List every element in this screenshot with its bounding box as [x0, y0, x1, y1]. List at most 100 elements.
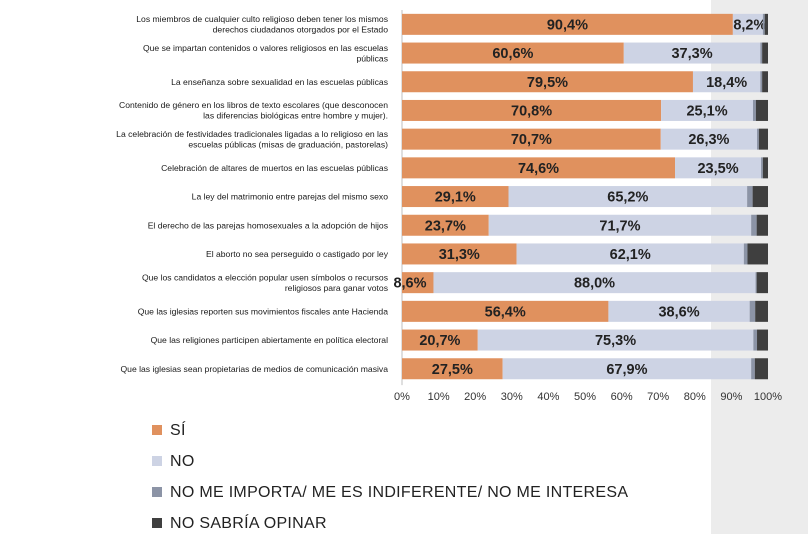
x-tick-label: 60% [611, 391, 633, 403]
bar-segment-no [608, 300, 750, 322]
category-label: La enseñanza sobre sexualidad en las esc… [171, 77, 388, 87]
legend-item-no: NO [152, 446, 712, 477]
bar-segment-no-sabria [762, 42, 768, 64]
bar-segment-si [402, 99, 662, 121]
bar-segment-indiferente [762, 13, 765, 35]
data-label-no: 38,6% [658, 304, 699, 320]
bar-segment-no-sabria [755, 300, 768, 322]
legend-swatch-indiferente [152, 487, 162, 497]
x-tick-label: 30% [501, 391, 523, 403]
bar-segment-no-sabria [762, 157, 768, 179]
bar-segment-no-sabria [756, 272, 768, 294]
bar-segment-indiferente [747, 186, 753, 208]
category-label: Los miembros de cualquier culto religios… [136, 14, 388, 34]
bar-segment-si [402, 329, 478, 351]
bar-segment-no-sabria [757, 329, 768, 351]
legend-label-si: SÍ [170, 422, 186, 439]
bar-segment-no [660, 128, 758, 150]
category-label: El aborto no sea perseguido o castigado … [206, 249, 389, 259]
bar-segment-si [402, 243, 517, 265]
bar-segment-no [661, 99, 753, 121]
category-label: El derecho de las parejas homosexuales a… [148, 220, 388, 230]
legend-item-indiferente: NO ME IMPORTA/ ME ES INDIFERENTE/ NO ME … [152, 477, 712, 508]
bar-segment-no [692, 71, 761, 93]
category-label: La ley del matrimonio entre parejas del … [192, 192, 389, 202]
bar-segment-no [477, 329, 754, 351]
bar-segment-si [402, 42, 624, 64]
data-label-si: 29,1% [435, 190, 476, 206]
data-label-si: 8,6% [393, 276, 426, 292]
bar-segment-si [402, 71, 693, 93]
legend-swatch-no [152, 456, 162, 466]
data-label-no: 26,3% [688, 132, 729, 148]
bar-segment-no-sabria [756, 214, 768, 236]
bar-segment-indiferente [757, 128, 759, 150]
data-label-no: 62,1% [610, 247, 651, 263]
bar-segment-no [623, 42, 761, 64]
bar-segment-si [402, 300, 609, 322]
data-label-si: 56,4% [485, 304, 526, 320]
bar-segment-no-sabria [758, 128, 768, 150]
legend: SÍ NO NO ME IMPORTA/ ME ES INDIFERENTE/ … [152, 415, 712, 539]
data-label-si: 74,6% [518, 161, 559, 177]
legend-item-si: SÍ [152, 415, 712, 446]
category-label: La celebración de festividades tradicion… [116, 129, 388, 150]
bar-segment-indiferente [755, 272, 757, 294]
data-label-si: 20,7% [419, 333, 460, 349]
bar-segment-si [402, 157, 676, 179]
bar-segment-no [516, 243, 744, 265]
x-tick-label: 40% [537, 391, 559, 403]
data-label-no: 23,5% [697, 161, 738, 177]
category-label: Que las religiones participen abiertamen… [151, 335, 389, 345]
bar-segment-no-sabria [762, 71, 768, 93]
bar-segment-indiferente [761, 157, 763, 179]
data-label-si: 27,5% [432, 362, 473, 378]
bar-segment-no-sabria [754, 358, 768, 380]
data-label-si: 23,7% [425, 218, 466, 234]
data-label-si: 60,6% [492, 46, 533, 62]
x-tick-label: 90% [720, 391, 742, 403]
category-label: Celebración de altares de muertos en las… [161, 163, 388, 173]
data-label-no: 71,7% [599, 218, 640, 234]
bar-segment-no [488, 214, 752, 236]
x-tick-label: 10% [428, 391, 450, 403]
bar-segment-indiferente [751, 358, 755, 380]
bar-segment-no [675, 157, 762, 179]
data-label-no: 18,4% [706, 75, 747, 91]
legend-item-no-sabria: NO SABRÍA OPINAR [152, 508, 712, 539]
data-label-no: 75,3% [595, 333, 636, 349]
category-label: Que las iglesias sean propietarias de me… [120, 364, 388, 374]
bar-segment-indiferente [743, 243, 748, 265]
category-label: Que se impartan contenidos o valores rel… [143, 43, 388, 64]
bar-segment-indiferente [749, 300, 756, 322]
data-label-si: 70,7% [511, 132, 552, 148]
x-tick-label: 0% [394, 391, 410, 403]
legend-label-no: NO [170, 453, 195, 470]
legend-label-no-sabria: NO SABRÍA OPINAR [170, 515, 327, 532]
data-label-no: 25,1% [686, 103, 727, 119]
category-label: Que los candidatos a elección popular us… [142, 272, 388, 293]
bar-segment-no-sabria [752, 186, 768, 208]
data-label-no: 37,3% [671, 46, 712, 62]
data-label-si: 70,8% [511, 103, 552, 119]
bar-segment-indiferente [760, 42, 763, 64]
bar-segment-no [732, 13, 763, 35]
data-label-si: 90,4% [547, 17, 588, 33]
data-label-no: 88,0% [574, 276, 615, 292]
data-label-no: 65,2% [607, 190, 648, 206]
bar-segment-si [402, 128, 661, 150]
x-tick-label: 50% [574, 391, 596, 403]
bar-segment-si [402, 358, 503, 380]
legend-label-indiferente: NO ME IMPORTA/ ME ES INDIFERENTE/ NO ME … [170, 484, 629, 501]
bar-segment-no [508, 186, 748, 208]
data-label-no: 8,2% [733, 17, 766, 33]
data-label-no: 67,9% [606, 362, 647, 378]
bar-segment-si [402, 186, 509, 208]
legend-swatch-si [152, 425, 162, 435]
legend-swatch-no-sabria [152, 518, 162, 528]
bar-segment-no-sabria [755, 99, 768, 121]
x-tick-label: 20% [464, 391, 486, 403]
category-label: Que las iglesias reporten sus movimiento… [138, 306, 389, 316]
bar-segment-no [433, 272, 756, 294]
